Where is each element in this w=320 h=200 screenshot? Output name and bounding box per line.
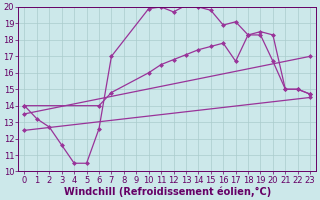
X-axis label: Windchill (Refroidissement éolien,°C): Windchill (Refroidissement éolien,°C) <box>64 186 271 197</box>
